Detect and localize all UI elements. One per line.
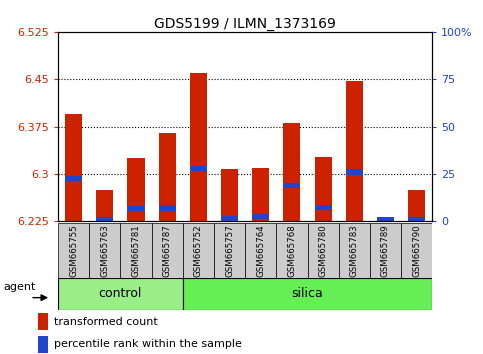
Bar [158, 133, 176, 221]
Bar [183, 278, 432, 310]
Bar [183, 223, 214, 278]
Bar [339, 223, 370, 278]
Text: GSM665780: GSM665780 [319, 224, 327, 277]
Text: GSM665783: GSM665783 [350, 224, 359, 277]
Text: GSM665752: GSM665752 [194, 224, 203, 277]
Text: GSM665764: GSM665764 [256, 224, 265, 277]
Bar [252, 167, 270, 221]
Bar [408, 190, 425, 221]
Bar [401, 223, 432, 278]
Bar [284, 183, 300, 188]
Bar [276, 223, 308, 278]
Bar [128, 158, 144, 221]
Text: transformed count: transformed count [54, 317, 157, 327]
Bar [58, 278, 183, 310]
Text: GSM665757: GSM665757 [225, 224, 234, 277]
Bar [221, 216, 238, 221]
Bar [214, 223, 245, 278]
Bar [128, 206, 144, 211]
Bar [308, 223, 339, 278]
Text: GSM665755: GSM665755 [69, 224, 78, 277]
Bar [314, 157, 332, 221]
Text: GSM665789: GSM665789 [381, 224, 390, 277]
Bar [158, 205, 176, 211]
Bar [221, 170, 238, 221]
Bar [314, 205, 332, 210]
Text: GSM665790: GSM665790 [412, 224, 421, 277]
Bar [252, 214, 270, 219]
Bar [408, 217, 425, 222]
Bar [190, 166, 207, 171]
Title: GDS5199 / ILMN_1373169: GDS5199 / ILMN_1373169 [154, 17, 336, 31]
Bar [120, 223, 152, 278]
Text: GSM665787: GSM665787 [163, 224, 171, 277]
Text: silica: silica [292, 287, 324, 300]
Text: control: control [99, 287, 142, 300]
Bar [38, 336, 48, 353]
Bar [65, 114, 82, 221]
Text: percentile rank within the sample: percentile rank within the sample [54, 339, 242, 349]
Bar [370, 223, 401, 278]
Bar [38, 313, 48, 331]
Bar [65, 176, 82, 181]
Bar [96, 217, 114, 222]
Bar [89, 223, 120, 278]
Bar [190, 73, 207, 221]
Bar [346, 170, 363, 175]
Text: GSM665763: GSM665763 [100, 224, 109, 277]
Bar [284, 124, 300, 221]
Bar [96, 190, 114, 221]
Text: agent: agent [3, 282, 35, 292]
Text: GSM665781: GSM665781 [131, 224, 141, 277]
Bar [346, 81, 363, 221]
Bar [377, 217, 394, 222]
Bar [58, 223, 89, 278]
Bar [245, 223, 276, 278]
Bar [152, 223, 183, 278]
Text: GSM665768: GSM665768 [287, 224, 297, 277]
